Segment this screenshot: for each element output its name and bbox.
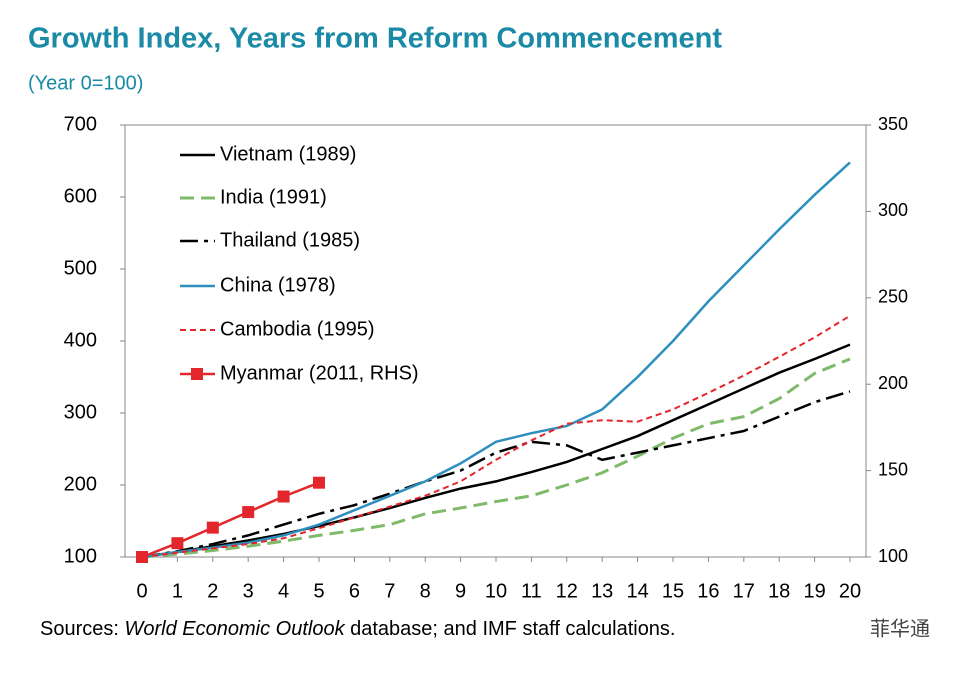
x-tick-label: 1: [172, 580, 183, 602]
series-marker: [171, 537, 184, 550]
x-tick-label: 9: [455, 580, 466, 602]
x-tick-label: 18: [768, 580, 790, 602]
legend-label: Cambodia (1995): [220, 318, 375, 340]
series-line: [141, 343, 851, 559]
y-tick-label: 300: [64, 401, 97, 423]
x-tick-label: 10: [485, 580, 507, 602]
series-marker: [242, 506, 255, 519]
y2-tick-label: 300: [878, 200, 908, 220]
y-tick-label: 100: [64, 545, 97, 567]
source-note: Sources: World Economic Outlook database…: [40, 618, 676, 640]
x-tick-label: 14: [626, 580, 648, 602]
legend-marker: [191, 368, 203, 380]
x-tick-label: 16: [697, 580, 719, 602]
source-suffix: database; and IMF staff calculations.: [345, 618, 676, 640]
series-line: [141, 390, 851, 559]
x-tick-label: 20: [839, 580, 861, 602]
chart-subtitle: (Year 0=100): [28, 72, 143, 94]
x-tick-label: 3: [243, 580, 254, 602]
x-tick-label: 15: [662, 580, 684, 602]
x-tick-label: 12: [556, 580, 578, 602]
x-tick-label: 0: [136, 580, 147, 602]
legend-label: Vietnam (1989): [220, 143, 356, 165]
series-marker: [313, 476, 325, 489]
source-italic: World Economic Outlook: [124, 618, 345, 640]
x-tick-label: 6: [349, 580, 360, 602]
y2-tick-label: 350: [878, 114, 908, 134]
y2-tick-label: 100: [878, 546, 908, 566]
x-tick-label: 13: [591, 580, 613, 602]
y2-tick-label: 250: [878, 287, 908, 307]
chart-title: Growth Index, Years from Reform Commence…: [28, 23, 722, 55]
y-tick-label: 400: [64, 329, 97, 351]
x-tick-label: 4: [278, 580, 289, 602]
series-line: [141, 161, 851, 559]
watermark: 菲华通: [870, 617, 930, 640]
series-marker: [136, 551, 148, 563]
x-tick-label: 5: [313, 580, 324, 602]
x-tick-label: 11: [521, 580, 542, 602]
y-tick-label: 500: [64, 257, 97, 279]
legend-label: Myanmar (2011, RHS): [220, 362, 419, 384]
series-line: [141, 357, 851, 559]
series-line: [141, 314, 851, 558]
y2-tick-label: 200: [878, 373, 908, 393]
series-marker: [206, 521, 219, 534]
x-tick-label: 8: [420, 580, 431, 602]
x-tick-label: 7: [384, 580, 395, 602]
y2-tick-label: 150: [878, 459, 908, 479]
legend-label: Thailand (1985): [220, 229, 360, 251]
y-tick-label: 700: [64, 113, 97, 135]
x-tick-label: 2: [207, 580, 218, 602]
legend-label: China (1978): [220, 274, 336, 296]
series-marker: [277, 490, 290, 503]
legend-label: India (1991): [220, 186, 327, 208]
source-prefix: Sources:: [40, 618, 124, 640]
x-tick-label: 17: [733, 580, 755, 602]
y-tick-label: 200: [64, 473, 97, 495]
y-tick-label: 600: [64, 185, 97, 207]
x-tick-label: 19: [803, 580, 825, 602]
